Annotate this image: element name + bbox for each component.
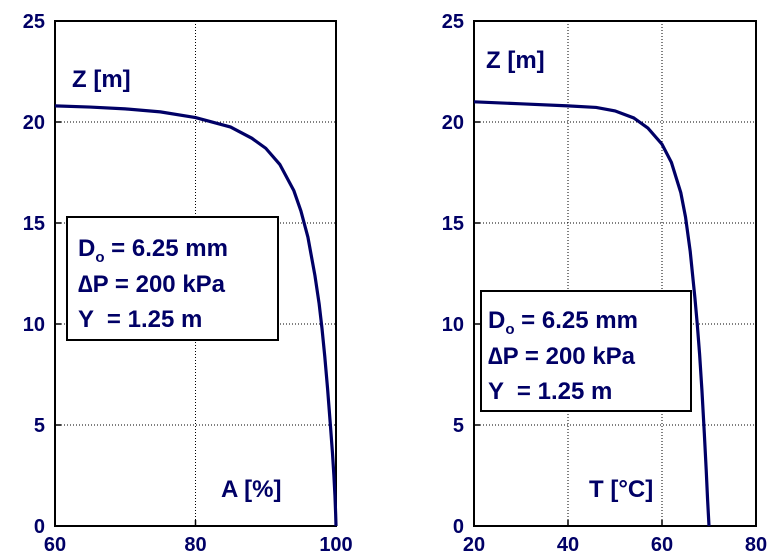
x-axis-label: A [%]	[221, 476, 281, 503]
y-axis-label: Z [m]	[486, 47, 545, 74]
y-tick-label: 0	[453, 516, 464, 538]
annotation-height: Y = 1.25 m	[78, 306, 202, 333]
y-tick-label: 20	[442, 112, 464, 134]
annotation-pressure: ∆P = 200 kPa	[488, 343, 636, 370]
plot-frame	[473, 20, 757, 527]
y-tick-label: 25	[442, 11, 464, 33]
series-line-1	[54, 104, 338, 527]
parameter-annotation: Do = 6.25 mm ∆P = 200 kPa Y = 1.25 m	[66, 216, 279, 341]
series-line-1	[473, 100, 711, 527]
y-tick-label: 10	[23, 314, 45, 336]
y-tick-label: 5	[453, 415, 464, 437]
x-tick-label: 60	[651, 534, 673, 556]
annotation-pressure: ∆P = 200 kPa	[78, 271, 226, 298]
y-axis-label: Z [m]	[72, 66, 131, 93]
annotation-box	[66, 216, 279, 341]
y-tick-label: 20	[23, 112, 45, 134]
parameter-annotation: Do = 6.25 mm ∆P = 200 kPa Y = 1.25 m	[480, 290, 692, 412]
y-tick-label: 15	[442, 213, 464, 235]
x-tick-label: 60	[44, 534, 66, 556]
chart-panel-2: 20 40 60 80 0 5 10 15 20 25 Z [m] T [°C] Do = 6.25 m…	[442, 11, 767, 556]
x-tick-label: 100	[319, 534, 352, 556]
y-tick-label: 15	[23, 213, 45, 235]
x-tick-label: 20	[463, 534, 485, 556]
chart-panel-1: 60 80 100 0 5 10 15 20 25 Z [m] A [%] Do = 6.25 mm ∆…	[23, 11, 353, 556]
x-tick-label: 80	[184, 534, 206, 556]
annotation-box	[480, 290, 692, 412]
x-tick-label: 80	[745, 534, 767, 556]
y-tick-label: 25	[23, 11, 45, 33]
annotation-diameter: Do = 6.25 mm	[78, 235, 228, 266]
y-tick-label: 0	[34, 516, 45, 538]
x-axis-label: T [°C]	[589, 476, 653, 503]
annotation-height: Y = 1.25 m	[488, 378, 612, 405]
y-tick-label: 5	[34, 415, 45, 437]
annotation-diameter: Do = 6.25 mm	[488, 307, 638, 338]
x-tick-label: 40	[557, 534, 579, 556]
y-tick-label: 10	[442, 314, 464, 336]
